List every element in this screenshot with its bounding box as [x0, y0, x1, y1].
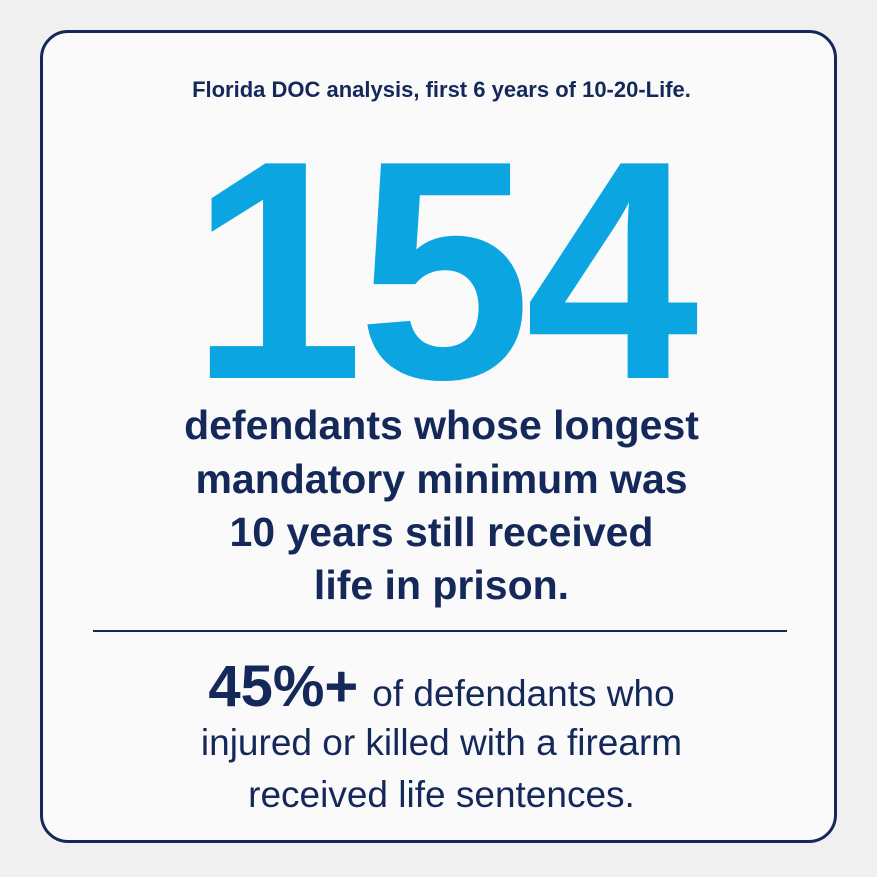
main-stat-line: life in prison.: [313, 562, 570, 608]
stat-card: Florida DOC analysis, first 6 years of 1…: [40, 30, 837, 843]
secondary-stat-line: of defendants who: [372, 673, 675, 714]
header-title: Florida DOC analysis, first 6 years of 1…: [192, 77, 691, 102]
divider: [93, 630, 787, 632]
secondary-stat-line: injured or killed with a firearm: [200, 722, 683, 763]
secondary-stat-row: 45%+ of defendants who: [43, 655, 840, 726]
main-stat-line: mandatory minimum was: [195, 456, 688, 502]
secondary-stat-line: received life sentences.: [248, 774, 635, 815]
main-stat-line: defendants whose longest: [184, 402, 699, 448]
secondary-stat-number: 45%+: [208, 654, 359, 719]
main-stat-line: 10 years still received: [229, 509, 654, 555]
main-stat-number: 154: [190, 97, 699, 445]
